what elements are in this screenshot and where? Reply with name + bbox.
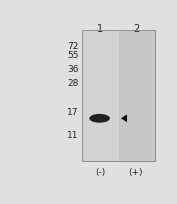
Text: 1: 1 bbox=[97, 23, 103, 33]
Text: 17: 17 bbox=[67, 107, 78, 116]
Text: 2: 2 bbox=[133, 23, 139, 33]
Bar bbox=[82, 31, 155, 161]
Text: 55: 55 bbox=[67, 51, 78, 60]
Text: 72: 72 bbox=[67, 42, 78, 51]
Bar bbox=[119, 31, 155, 161]
Text: 11: 11 bbox=[67, 131, 78, 140]
Polygon shape bbox=[121, 115, 127, 123]
Text: 28: 28 bbox=[67, 78, 78, 87]
Text: 36: 36 bbox=[67, 65, 78, 74]
Text: (-): (-) bbox=[95, 167, 105, 176]
Bar bbox=[82, 31, 119, 161]
Ellipse shape bbox=[89, 114, 110, 123]
Bar bbox=[82, 31, 155, 161]
Text: (+): (+) bbox=[129, 167, 143, 176]
